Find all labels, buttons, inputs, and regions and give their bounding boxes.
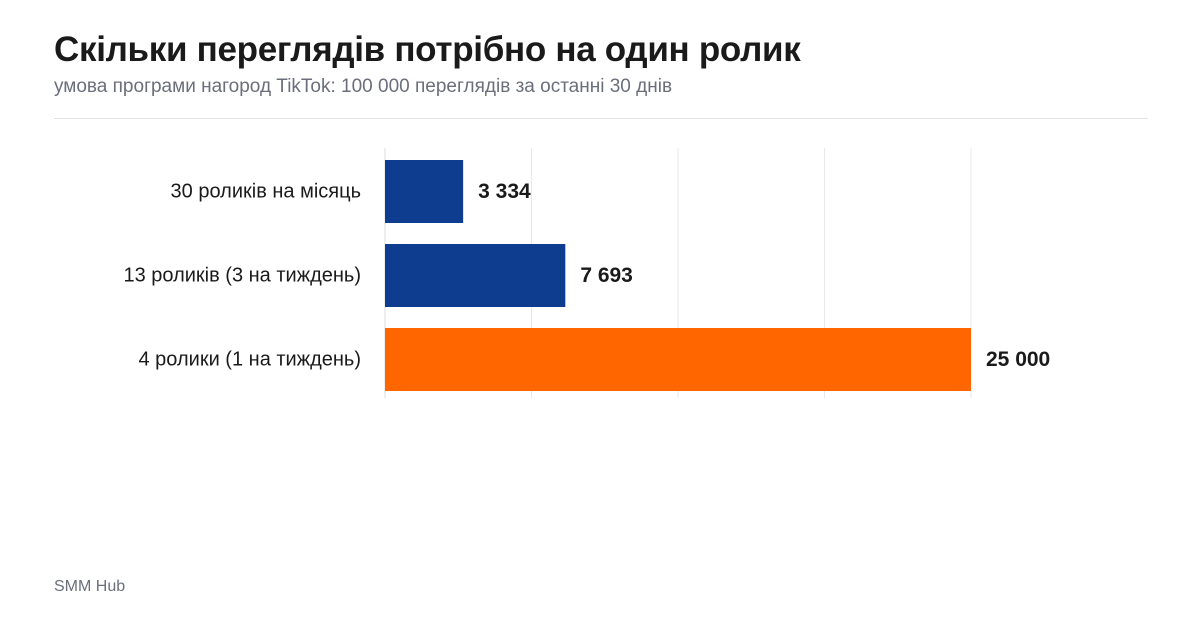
labels: 30 роликів на місяць 3 334 13 роликів (3 н… (123, 180, 1050, 371)
page-subtitle: умова програми нагород TikTok: 100 000 п… (54, 76, 673, 97)
header-divider (54, 118, 1148, 119)
page-title: Скільки переглядів потрібно на один роли… (54, 30, 801, 69)
value-label: 3 334 (478, 180, 531, 203)
bar (385, 160, 464, 223)
bar-chart: 30 роликів на місяць 3 334 13 роликів (3 н… (123, 148, 1050, 398)
category-label: 30 роликів на місяць (171, 181, 361, 203)
value-label: 25 000 (986, 348, 1050, 371)
source-label: SMM Hub (54, 578, 126, 595)
bar (385, 328, 971, 391)
bars (385, 160, 971, 391)
category-label: 13 роликів (3 на тиждень) (123, 265, 361, 287)
value-label: 7 693 (580, 264, 633, 287)
bar (385, 244, 566, 307)
category-label: 4 ролики (1 на тиждень) (139, 349, 362, 371)
